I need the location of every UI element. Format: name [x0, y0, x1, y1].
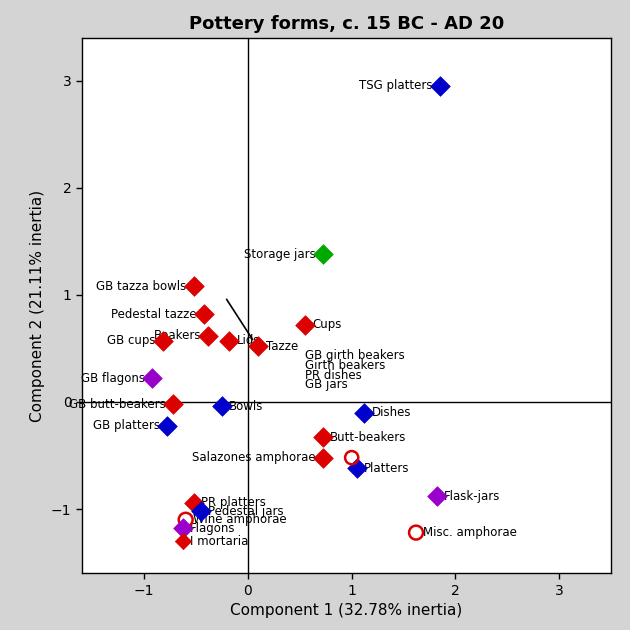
Point [318, 249, 328, 259]
Point [158, 336, 168, 346]
Point [147, 374, 158, 384]
Point [189, 498, 199, 508]
Point [359, 408, 369, 418]
Y-axis label: Component 2 (21.11% inertia): Component 2 (21.11% inertia) [30, 190, 45, 421]
Text: Storage jars: Storage jars [244, 248, 316, 261]
Text: Pedestal tazze: Pedestal tazze [112, 307, 197, 321]
Text: GB flagons: GB flagons [81, 372, 145, 385]
Point [178, 524, 188, 534]
Point [318, 452, 328, 462]
Point [346, 452, 357, 462]
Text: Platters: Platters [364, 462, 410, 475]
Text: Cups: Cups [312, 318, 341, 331]
Point [189, 281, 199, 291]
Point [178, 536, 188, 546]
Text: PR platters: PR platters [201, 496, 266, 509]
Text: Girth beakers: Girth beakers [305, 359, 386, 372]
Text: Tazze: Tazze [266, 340, 298, 353]
Text: TSG platters: TSG platters [359, 79, 433, 93]
Text: Wine amphorae: Wine amphorae [193, 513, 287, 526]
Text: GB platters: GB platters [93, 419, 160, 432]
Point [162, 420, 172, 430]
Text: GB tazza bowls: GB tazza bowls [96, 280, 186, 293]
Point [432, 491, 442, 501]
Point [253, 341, 263, 352]
Text: Flagons: Flagons [190, 522, 236, 535]
Point [318, 432, 328, 442]
Point [196, 506, 206, 516]
Point [352, 463, 362, 473]
Text: Flask-jars: Flask-jars [444, 490, 500, 503]
Point [217, 401, 227, 411]
Point [203, 331, 214, 341]
Text: GB cups: GB cups [107, 335, 156, 347]
Point [168, 399, 178, 409]
Title: Pottery forms, c. 15 BC - AD 20: Pottery forms, c. 15 BC - AD 20 [189, 16, 504, 33]
Text: GB girth beakers: GB girth beakers [305, 350, 404, 362]
Text: Salazones amphorae: Salazones amphorae [192, 451, 316, 464]
Point [224, 336, 234, 346]
Text: Dishes: Dishes [372, 406, 411, 419]
Text: Misc. amphorae: Misc. amphorae [423, 526, 517, 539]
Text: GB butt-beakers: GB butt-beakers [69, 398, 166, 411]
Point [181, 515, 191, 525]
Text: I mortaria: I mortaria [190, 535, 248, 547]
Point [435, 81, 445, 91]
Point [411, 527, 421, 537]
Point [199, 309, 209, 319]
Point [300, 320, 310, 330]
Text: Beakers: Beakers [154, 329, 201, 342]
Text: Pedestal jars: Pedestal jars [209, 505, 284, 518]
Text: Bowls: Bowls [229, 399, 263, 413]
Text: Butt-beakers: Butt-beakers [330, 431, 406, 444]
Text: GB jars: GB jars [305, 378, 348, 391]
Text: Lids: Lids [236, 335, 260, 347]
Text: PR dishes: PR dishes [305, 369, 362, 382]
X-axis label: Component 1 (32.78% inertia): Component 1 (32.78% inertia) [231, 604, 462, 618]
